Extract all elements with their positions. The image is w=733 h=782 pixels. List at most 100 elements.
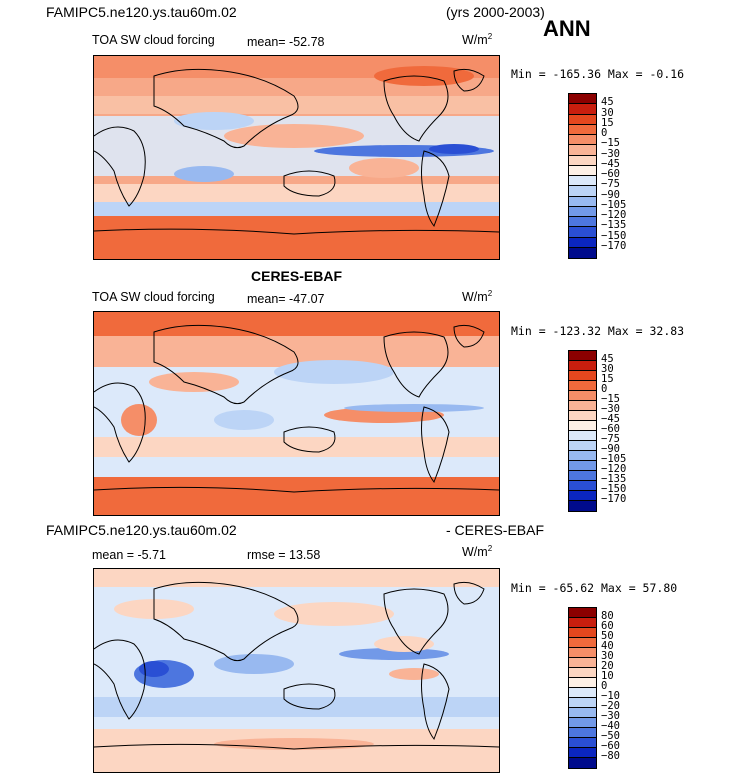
colorbar-label: 0 — [601, 680, 608, 692]
colorbar-label: −60 — [601, 740, 620, 752]
colorbar-swatch — [569, 628, 596, 638]
colorbar-swatch — [569, 658, 596, 668]
panel1-units: W/m2 — [462, 32, 493, 48]
colorbar-label: 15 — [601, 373, 614, 385]
panel2-mean: mean= -47.07 — [247, 292, 325, 306]
panel2-variable: TOA SW cloud forcing — [92, 290, 215, 304]
panel1-colorbar — [568, 93, 597, 259]
colorbar-label: 30 — [601, 363, 614, 375]
colorbar-label: 0 — [601, 383, 608, 395]
colorbar-swatch — [569, 618, 596, 628]
panel2-map — [93, 311, 500, 516]
colorbar-swatch — [569, 94, 596, 105]
panel3-mean: mean = -5.71 — [92, 548, 167, 562]
colorbar-label: 45 — [601, 353, 614, 365]
colorbar-swatch — [569, 638, 596, 648]
colorbar-label: −75 — [601, 178, 620, 191]
colorbar-label: −90 — [601, 443, 620, 455]
colorbar-label: −30 — [601, 710, 620, 722]
colorbar-label: 30 — [601, 650, 614, 662]
colorbar-label: −170 — [601, 239, 627, 252]
panel2-colorbar — [568, 350, 597, 512]
panel1-map — [93, 55, 500, 260]
colorbar-swatch — [569, 441, 596, 451]
colorbar-swatch — [569, 371, 596, 381]
colorbar-swatch — [569, 165, 596, 176]
colorbar-swatch — [569, 104, 596, 115]
colorbar-label: −20 — [601, 700, 620, 712]
colorbar-label: 60 — [601, 620, 614, 632]
colorbar-label: −105 — [601, 453, 627, 465]
colorbar-swatch — [569, 196, 596, 207]
colorbar-label: −50 — [601, 730, 620, 742]
colorbar-swatch — [569, 381, 596, 391]
colorbar-swatch — [569, 186, 596, 197]
colorbar-swatch — [569, 688, 596, 698]
colorbar-label: 80 — [601, 610, 614, 622]
colorbar-swatch — [569, 351, 596, 361]
colorbar-label: 45 — [601, 96, 614, 109]
colorbar-label: −135 — [601, 473, 627, 485]
colorbar-swatch — [569, 501, 596, 511]
colorbar-label: −80 — [601, 750, 620, 762]
colorbar-swatch — [569, 145, 596, 156]
colorbar-swatch — [569, 648, 596, 658]
colorbar-swatch — [569, 708, 596, 718]
colorbar-swatch — [569, 491, 596, 501]
panel1-variable: TOA SW cloud forcing — [92, 33, 215, 47]
colorbar-swatch — [569, 227, 596, 238]
colorbar-label: −10 — [601, 690, 620, 702]
colorbar-label: −45 — [601, 157, 620, 170]
panel3-units: W/m2 — [462, 544, 493, 560]
colorbar-label: −135 — [601, 219, 627, 232]
colorbar-label: −15 — [601, 137, 620, 150]
colorbar-label: −45 — [601, 413, 620, 425]
colorbar-swatch — [569, 481, 596, 491]
panel2-units: W/m2 — [462, 289, 493, 305]
colorbar-swatch — [569, 748, 596, 758]
colorbar-swatch — [569, 471, 596, 481]
colorbar-swatch — [569, 176, 596, 187]
colorbar-swatch — [569, 698, 596, 708]
colorbar-label: −60 — [601, 168, 620, 180]
colorbar-swatch — [569, 728, 596, 738]
colorbar-swatch — [569, 401, 596, 411]
years-label: (yrs 2000-2003) — [446, 4, 545, 20]
colorbar-label: −30 — [601, 403, 620, 415]
colorbar-swatch — [569, 668, 596, 678]
colorbar-label: −15 — [601, 393, 620, 405]
colorbar-swatch — [569, 155, 596, 166]
season-label: ANN — [543, 16, 591, 41]
colorbar-label: −60 — [601, 423, 620, 435]
colorbar-label: −170 — [601, 493, 627, 505]
colorbar-label: −120 — [601, 209, 627, 221]
panel3-colorbar — [568, 607, 597, 769]
panel3-rmse: rmse = 13.58 — [247, 548, 321, 562]
colorbar-swatch — [569, 431, 596, 441]
colorbar-swatch — [569, 421, 596, 431]
colorbar-label: −40 — [601, 720, 620, 732]
colorbar-swatch — [569, 758, 596, 768]
panel1-mean: mean= -52.78 — [247, 35, 325, 49]
panel3-title-left: FAMIPC5.ne120.ys.tau60m.02 — [46, 522, 237, 538]
panel3-map — [93, 568, 500, 773]
colorbar-swatch — [569, 411, 596, 421]
colorbar-label: −105 — [601, 198, 627, 211]
colorbar-label: 0 — [601, 127, 608, 139]
colorbar-label: −120 — [601, 463, 627, 475]
colorbar-label: −90 — [601, 188, 620, 201]
panel3-title-right: - CERES-EBAF — [446, 522, 545, 538]
panel2-minmax: Min = -123.32 Max = 32.83 — [511, 324, 685, 338]
colorbar-swatch — [569, 608, 596, 618]
colorbar-swatch — [569, 247, 596, 258]
colorbar-swatch — [569, 217, 596, 228]
colorbar-swatch — [569, 678, 596, 688]
colorbar-label: 15 — [601, 116, 614, 129]
colorbar-swatch — [569, 461, 596, 471]
colorbar-label: −75 — [601, 433, 620, 445]
panel2-title: CERES-EBAF — [251, 268, 343, 284]
colorbar-label: 50 — [601, 630, 614, 642]
colorbar-swatch — [569, 718, 596, 728]
colorbar-label: 10 — [601, 670, 614, 682]
colorbar-swatch — [569, 361, 596, 371]
